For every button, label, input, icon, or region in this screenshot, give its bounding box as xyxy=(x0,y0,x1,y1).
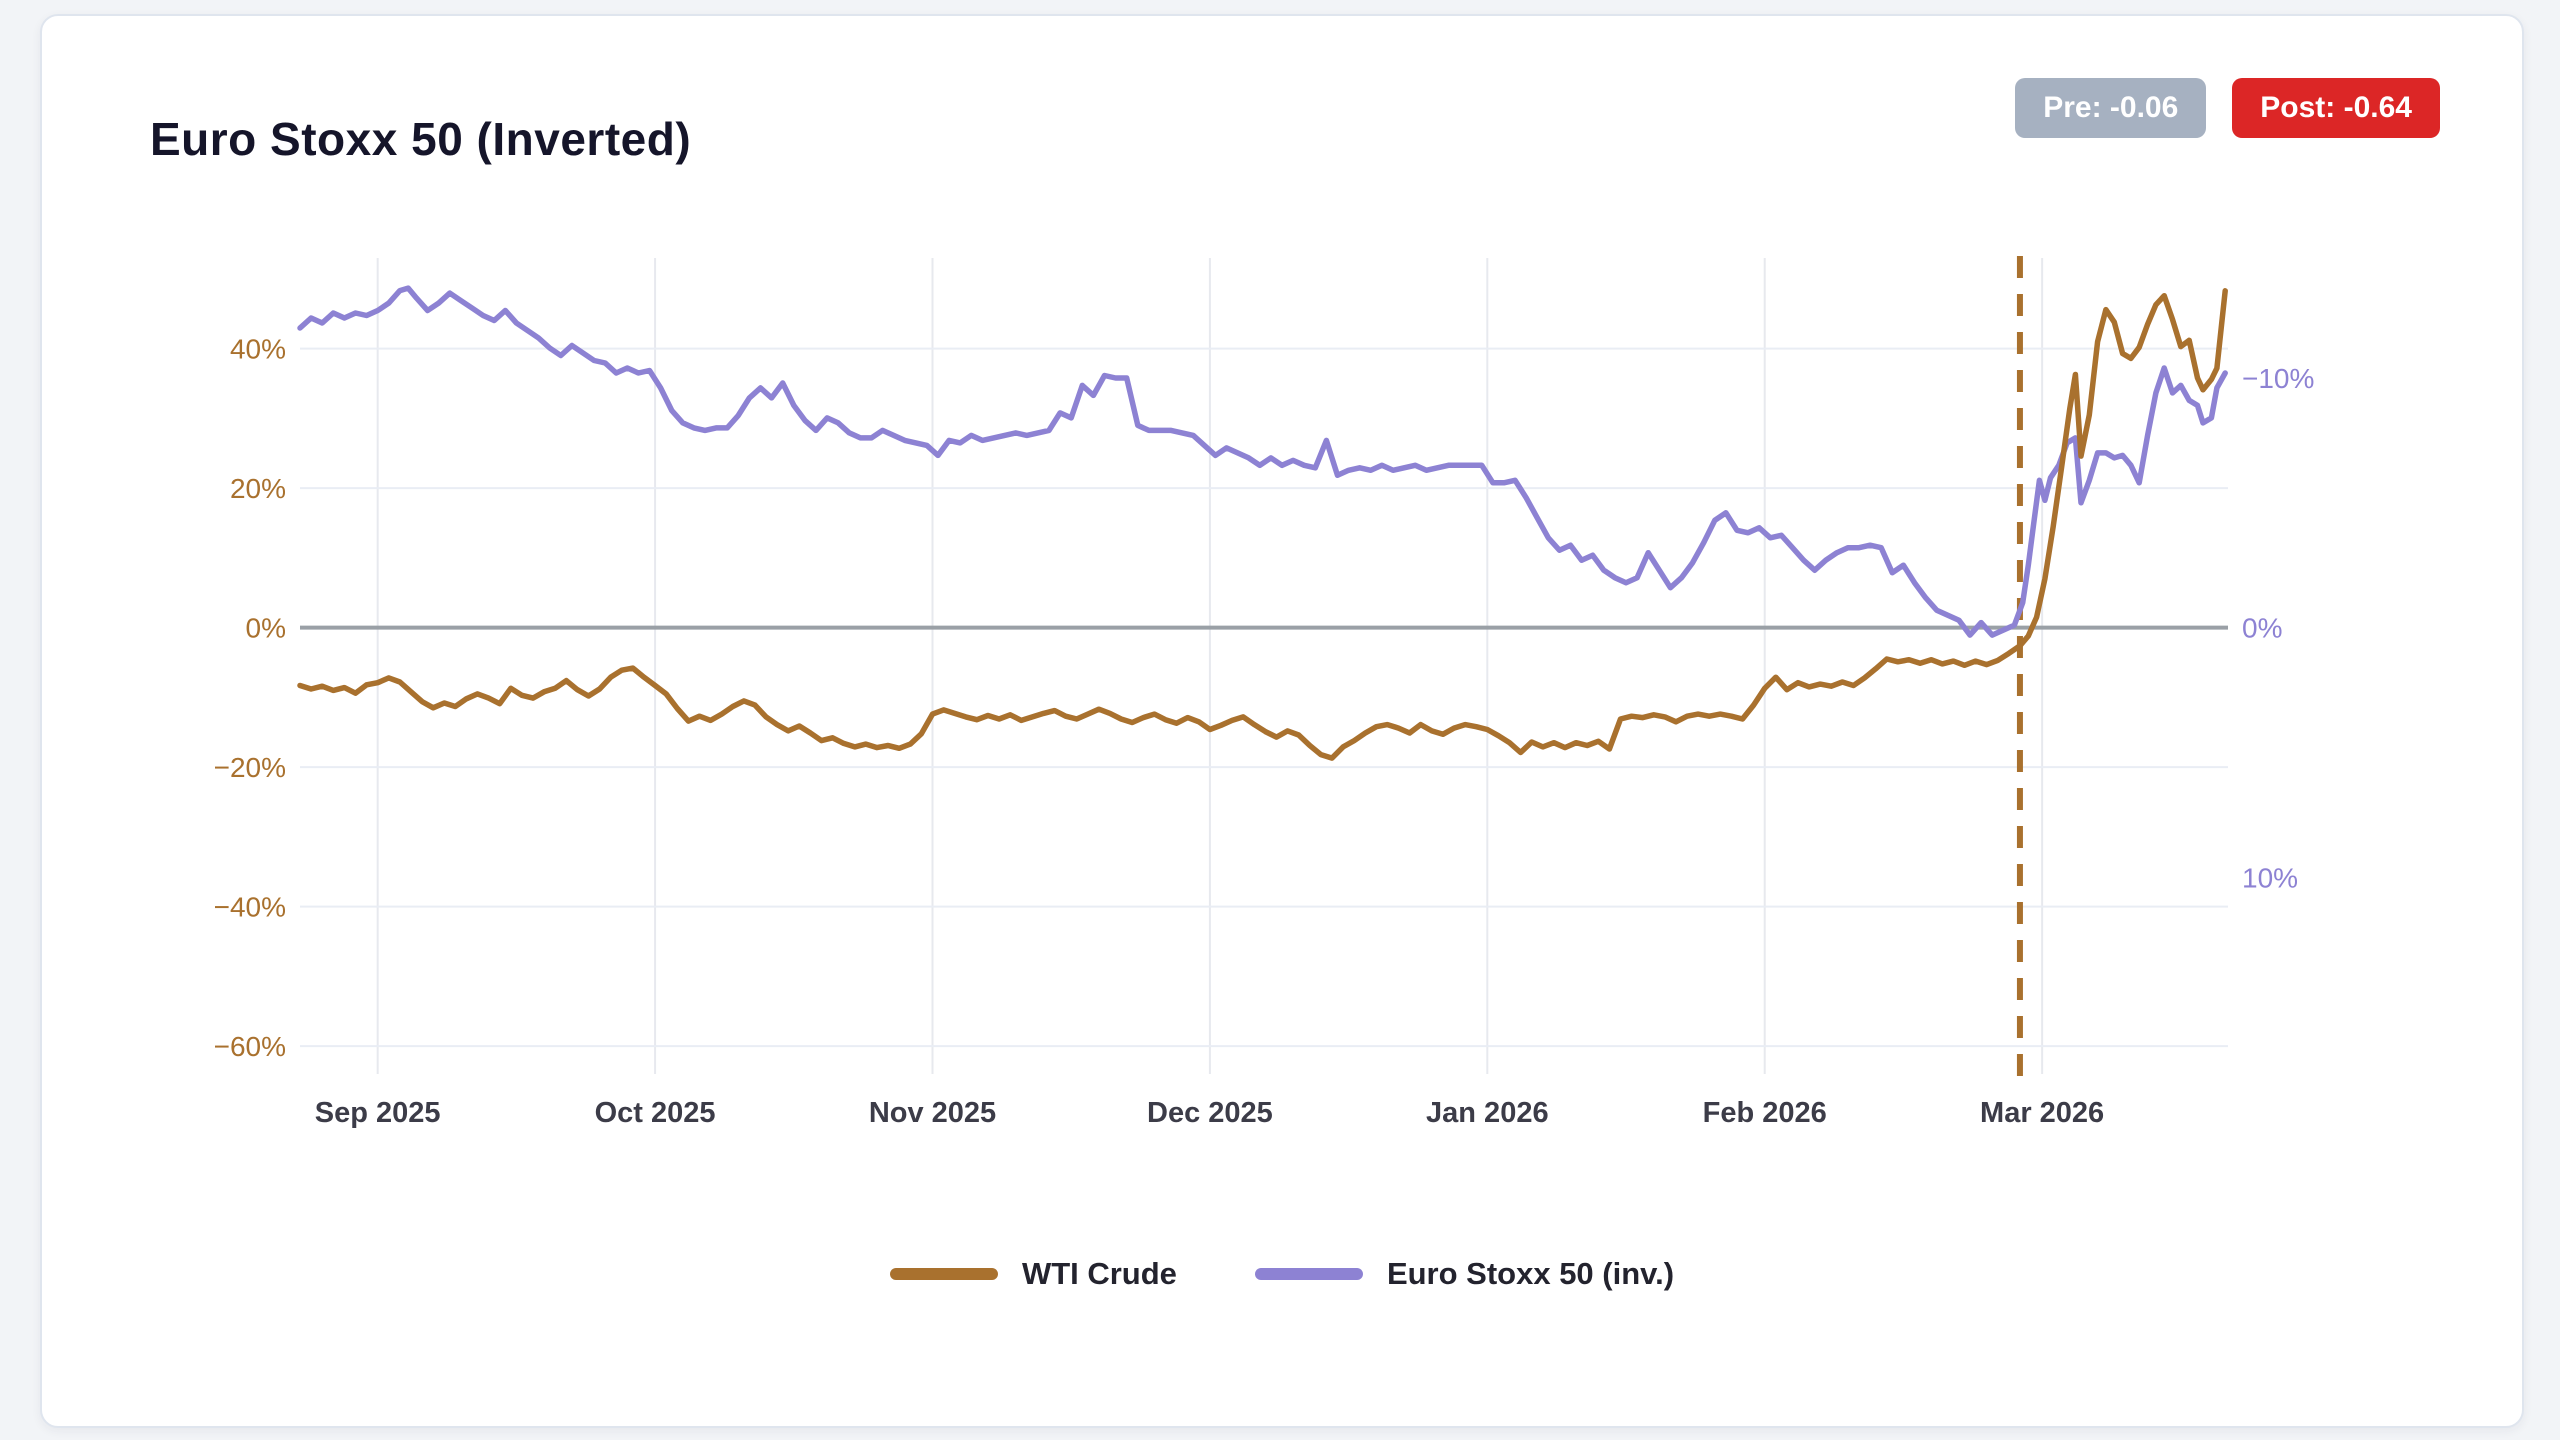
post-correlation-badge: Post: -0.64 xyxy=(2232,78,2440,138)
euro-stoxx-line-swatch xyxy=(1254,1268,1363,1280)
legend-label: Euro Stoxx 50 (inv.) xyxy=(1386,1256,1675,1291)
pre-correlation-badge: Pre: -0.06 xyxy=(2015,78,2207,138)
legend-item-euro-stoxx[interactable]: Euro Stoxx 50 (inv.) xyxy=(1254,1256,1675,1292)
page-title: Euro Stoxx 50 (Inverted) xyxy=(150,113,692,165)
wti-crude-line-swatch xyxy=(889,1268,998,1280)
chart-card: Euro Stoxx 50 (Inverted) Pre: -0.06 Post… xyxy=(40,14,2524,1428)
badge-group: Pre: -0.06 Post: -0.64 xyxy=(2015,78,2440,138)
chart-legend: WTI Crude Euro Stoxx 50 (inv.) xyxy=(42,1256,2522,1292)
legend-label: WTI Crude xyxy=(1021,1256,1177,1291)
legend-item-wti-crude[interactable]: WTI Crude xyxy=(889,1256,1177,1292)
